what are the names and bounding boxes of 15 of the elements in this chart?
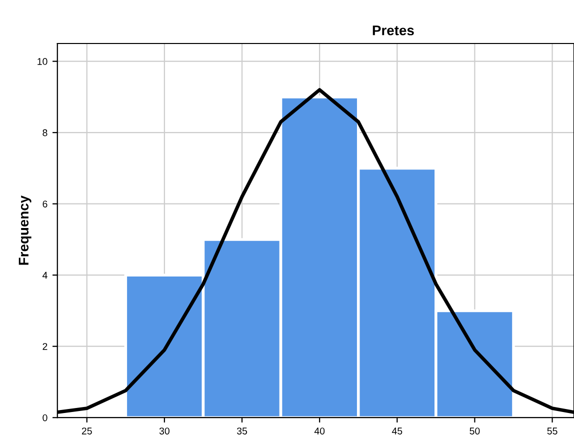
y-tick-label: 4	[42, 272, 48, 279]
x-tick-label: 50	[470, 428, 480, 434]
x-tick-label: 45	[392, 428, 402, 434]
y-tick-label: 8	[42, 129, 48, 136]
y-tick-label: 0	[42, 414, 48, 422]
chart-title: Pretes	[372, 26, 414, 36]
y-tick-label: 10	[38, 58, 48, 65]
y-tick-label: 6	[42, 200, 48, 208]
y-axis-title: Frequency	[18, 196, 32, 265]
x-tick-label: 40	[314, 428, 325, 434]
x-tick-label: 35	[236, 428, 248, 434]
x-tick-label: 30	[159, 428, 170, 434]
y-tick-label: 2	[42, 343, 48, 350]
x-tick-label: 55	[547, 428, 558, 434]
x-tick-label: 25	[82, 428, 92, 434]
